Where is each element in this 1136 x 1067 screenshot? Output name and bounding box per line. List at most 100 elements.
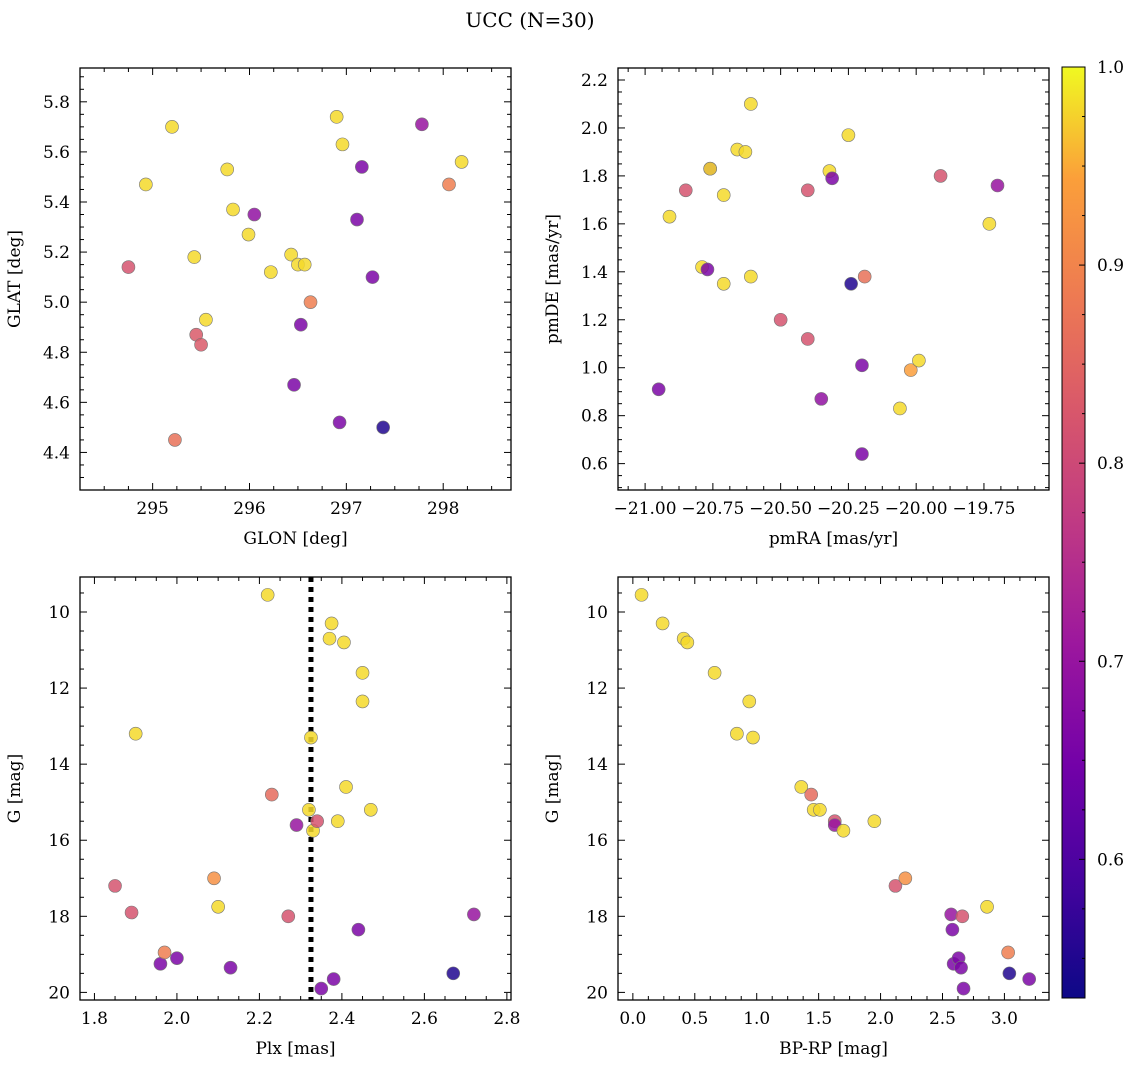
data-point <box>157 945 172 960</box>
x-tick-label: −20.25 <box>817 499 880 519</box>
x-tick-label: 298 <box>427 499 459 519</box>
data-point <box>289 818 304 832</box>
x-tick-label: 3.0 <box>991 1009 1018 1029</box>
data-point <box>139 177 153 192</box>
x-tick-label: 2.6 <box>411 1009 438 1029</box>
panel-2: −21.00 −20.75 −20.50 −20.25 −20.00 −19.75 0.6 0… <box>543 67 1050 549</box>
data-point <box>355 694 370 709</box>
data-point <box>738 145 753 159</box>
data-point <box>442 177 456 192</box>
y-tick-label: 16 <box>586 831 608 851</box>
data-point <box>304 730 318 745</box>
data-point <box>804 787 819 802</box>
data-point <box>303 295 318 309</box>
data-point <box>716 188 731 202</box>
data-point <box>376 420 390 435</box>
data-point <box>800 183 815 198</box>
data-point <box>241 227 256 242</box>
data-point <box>187 250 202 264</box>
figure-title: UCC (N=30) <box>465 8 594 32</box>
data-point <box>287 378 301 392</box>
data-point <box>700 262 715 277</box>
data-point <box>773 312 788 327</box>
x-tick-label: 2.0 <box>163 1009 190 1029</box>
x-tick-label: 296 <box>233 499 265 519</box>
data-point <box>170 951 184 965</box>
data-point <box>945 922 960 937</box>
data-point <box>888 879 903 893</box>
x-tick-label: 295 <box>136 499 168 519</box>
data-point <box>680 635 695 650</box>
y-tick-label: 14 <box>586 755 608 775</box>
data-point <box>168 433 182 447</box>
data-point <box>350 212 364 227</box>
data-point <box>264 265 278 279</box>
data-point <box>297 257 312 272</box>
data-point <box>744 269 758 284</box>
data-point <box>128 726 143 741</box>
data-point <box>1022 972 1036 986</box>
data-point <box>990 178 1005 193</box>
data-point <box>415 117 429 132</box>
colorbar-tick-label: 0.7 <box>1097 652 1124 672</box>
data-point <box>1002 966 1017 981</box>
y-tick-label: 1.2 <box>581 311 608 331</box>
y-tick-label: 18 <box>48 907 70 927</box>
data-point <box>335 137 350 152</box>
data-point <box>365 270 380 284</box>
data-point <box>954 960 968 975</box>
data-point <box>211 900 225 914</box>
y-tick-label: 16 <box>48 831 70 851</box>
x-tick-label: −19.75 <box>952 499 1015 519</box>
y-tick-label: 12 <box>48 679 70 699</box>
data-point <box>730 726 744 741</box>
x-tick-label: 0.5 <box>681 1009 708 1029</box>
data-point <box>651 382 666 397</box>
x-tick-label: 2.4 <box>328 1009 355 1029</box>
data-point <box>703 161 717 176</box>
data-point <box>467 907 481 922</box>
data-point <box>153 957 168 971</box>
x-tick-label: 2.5 <box>929 1009 956 1029</box>
data-point <box>893 401 907 416</box>
data-point <box>655 616 670 631</box>
data-point <box>662 209 677 224</box>
data-point <box>281 909 296 924</box>
data-point <box>857 269 872 284</box>
data-point <box>165 120 179 134</box>
data-point <box>223 960 238 975</box>
data-point <box>355 160 369 174</box>
y-tick-label: 10 <box>586 603 608 623</box>
data-point <box>363 803 378 817</box>
data-point <box>199 312 213 327</box>
colorbar-tick-label: 0.9 <box>1097 256 1124 276</box>
x-tick-label: −20.75 <box>681 499 744 519</box>
data-point <box>933 169 948 183</box>
x-tick-label: 0.0 <box>619 1009 646 1029</box>
panel-1: 295 296 297 298 4.4 4.6 4.8 5.0 5.2 5.4 5.6 5.8 GLON… <box>5 67 512 549</box>
y-tick-label: 1.8 <box>581 167 608 187</box>
data-point <box>302 803 316 817</box>
data-point <box>351 922 366 937</box>
colorbar-tick-label: 0.6 <box>1097 850 1124 870</box>
data-point <box>982 217 997 231</box>
data-point <box>678 183 693 198</box>
panels: 295 296 297 298 4.4 4.6 4.8 5.0 5.2 5.4 5.6 5.8 GLON… <box>5 67 1050 1059</box>
y-axis-label: GLAT [deg] <box>5 230 25 328</box>
y-tick-label: 4.4 <box>43 443 70 463</box>
data-point <box>844 276 858 291</box>
x-tick-label: −20.00 <box>885 499 948 519</box>
plot-frame <box>79 576 512 1001</box>
x-tick-label: 2.2 <box>246 1009 273 1029</box>
data-point <box>337 635 351 650</box>
y-tick-label: 20 <box>586 983 608 1003</box>
data-point <box>330 814 345 829</box>
y-tick-label: 0.6 <box>581 455 608 475</box>
y-tick-label: 2.0 <box>581 119 608 139</box>
data-point <box>446 966 461 981</box>
data-point <box>634 588 649 602</box>
data-point <box>903 363 918 377</box>
colorbar-tick-label: 1.0 <box>1097 58 1124 78</box>
data-point <box>329 110 344 124</box>
y-tick-label: 12 <box>586 679 608 699</box>
